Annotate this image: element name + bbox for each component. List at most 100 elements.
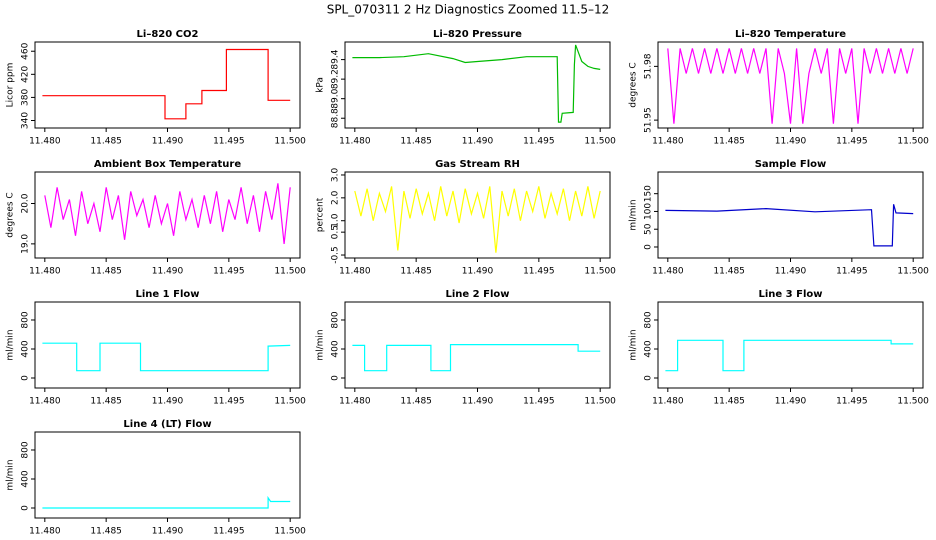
x-tick-label: 11.485: [713, 397, 745, 407]
panel: Sample Flow ml/min 11.480 11.485 11.490 11.49…: [629, 159, 930, 277]
y-tick-label: 51.98: [644, 53, 654, 79]
y-tick-label: 3.0: [331, 168, 341, 183]
data-line: [354, 186, 601, 253]
y-tick-label: -0.5: [331, 246, 341, 264]
y-tick-label: 400: [21, 470, 31, 487]
data-line: [42, 495, 291, 509]
panel-title: Sample Flow: [755, 159, 827, 170]
x-tick-label: 11.490: [775, 267, 807, 277]
data-line: [42, 342, 291, 372]
plot-frame: [344, 41, 611, 129]
panel: Li–820 CO2 Licor ppm 11.480 11.485 11.490 11.…: [6, 29, 307, 147]
y-tick-label: 420: [21, 65, 31, 82]
x-tick-label: 11.480: [652, 397, 684, 407]
panel: Line 2 Flow ml/min 11.480 11.485 11.490 11.49…: [316, 289, 617, 407]
data-line: [352, 344, 601, 372]
y-tick-label: 800: [331, 311, 341, 328]
x-tick-label: 11.495: [213, 137, 245, 147]
x-tick-label: 11.480: [652, 267, 684, 277]
x-tick-label: 11.495: [836, 267, 868, 277]
plot-frame: [657, 301, 924, 389]
x-tick-label: 11.480: [339, 137, 371, 147]
y-tick-label: 800: [644, 311, 654, 328]
panel-title: Gas Stream RH: [435, 159, 520, 170]
y-tick-label: 150: [644, 185, 654, 202]
y-tick-label: 800: [21, 441, 31, 458]
y-axis-label: ml/min: [629, 199, 639, 230]
plot-frame: [34, 301, 301, 389]
data-line: [665, 204, 914, 247]
y-tick-label: 400: [644, 340, 654, 357]
panel: Li–820 Temperature degrees C 11.480 11.485 1…: [629, 29, 930, 147]
plot-frame: [34, 431, 301, 519]
y-tick-label: 88.8: [331, 108, 341, 128]
y-tick-label: 51.95: [644, 107, 654, 133]
data-line: [352, 44, 601, 123]
panel: Line 3 Flow ml/min 11.480 11.485 11.490 11.49…: [629, 289, 930, 407]
x-tick-label: 11.490: [152, 267, 184, 277]
plot-frame: [344, 301, 611, 389]
x-tick-label: 11.490: [152, 527, 184, 537]
panel-title: Li–820 Pressure: [433, 29, 522, 40]
x-tick-label: 11.495: [213, 527, 245, 537]
x-tick-label: 11.500: [274, 267, 306, 277]
x-tick-label: 11.485: [400, 397, 432, 407]
x-tick-label: 11.485: [90, 397, 122, 407]
y-tick-label: 20.0: [21, 193, 31, 213]
data-line: [665, 339, 914, 372]
x-tick-label: 11.490: [462, 397, 494, 407]
x-tick-label: 11.495: [836, 397, 868, 407]
data-line: [667, 48, 914, 124]
x-tick-label: 11.500: [274, 137, 306, 147]
x-tick-label: 11.480: [29, 137, 61, 147]
y-tick-label: 100: [644, 203, 654, 220]
y-tick-label: 340: [21, 112, 31, 129]
y-tick-label: 89.0: [331, 88, 341, 108]
y-axis-label: ml/min: [6, 459, 16, 490]
panel-title: Line 2 Flow: [446, 289, 510, 300]
x-tick-label: 11.495: [213, 397, 245, 407]
x-tick-label: 11.485: [90, 267, 122, 277]
page-title: SPL_070311 2 Hz Diagnostics Zoomed 11.5–…: [327, 3, 610, 17]
x-tick-label: 11.485: [400, 137, 432, 147]
y-axis-label: ml/min: [316, 329, 326, 360]
x-tick-label: 11.500: [584, 137, 616, 147]
panel: Li–820 Pressure kPa 11.480 11.485 11.490 11.4…: [316, 29, 617, 147]
x-tick-label: 11.480: [339, 267, 371, 277]
y-axis-label: degrees C: [6, 192, 16, 237]
panel: Gas Stream RH percent 11.480 11.485 11.490 11…: [316, 159, 617, 277]
plot-frame: [657, 171, 924, 259]
x-tick-label: 11.480: [652, 137, 684, 147]
x-tick-label: 11.490: [462, 267, 494, 277]
y-axis-label: kPa: [316, 77, 326, 93]
panel-title: Line 1 Flow: [136, 289, 200, 300]
x-tick-label: 11.490: [775, 397, 807, 407]
y-tick-label: 0: [21, 375, 31, 381]
y-axis-label: ml/min: [6, 329, 16, 360]
panel: Ambient Box Temperature degrees C 11.480 11…: [6, 159, 307, 277]
panel: Line 1 Flow ml/min 11.480 11.485 11.490 11.49…: [6, 289, 307, 407]
x-tick-label: 11.480: [29, 397, 61, 407]
y-tick-label: 0: [644, 244, 654, 250]
x-tick-label: 11.490: [152, 397, 184, 407]
y-tick-label: 2.0: [331, 190, 341, 205]
x-tick-label: 11.485: [400, 267, 432, 277]
x-tick-label: 11.485: [713, 267, 745, 277]
x-tick-label: 11.500: [897, 137, 929, 147]
y-axis-label: percent: [316, 197, 326, 232]
y-tick-label: 0.5: [331, 225, 341, 239]
x-tick-label: 11.490: [775, 137, 807, 147]
panel-title: Line 3 Flow: [759, 289, 823, 300]
data-line: [42, 48, 291, 120]
y-tick-label: 50: [644, 223, 654, 235]
x-tick-label: 11.495: [836, 137, 868, 147]
plot-frame: [344, 171, 611, 259]
panel-title: Ambient Box Temperature: [94, 159, 241, 170]
y-tick-label: 400: [331, 340, 341, 357]
panel-title: Line 4 (LT) Flow: [123, 419, 211, 430]
y-tick-label: 19.0: [21, 234, 31, 254]
x-tick-label: 11.490: [152, 137, 184, 147]
plot-frame: [34, 171, 301, 259]
y-tick-label: 89.2: [331, 69, 341, 89]
